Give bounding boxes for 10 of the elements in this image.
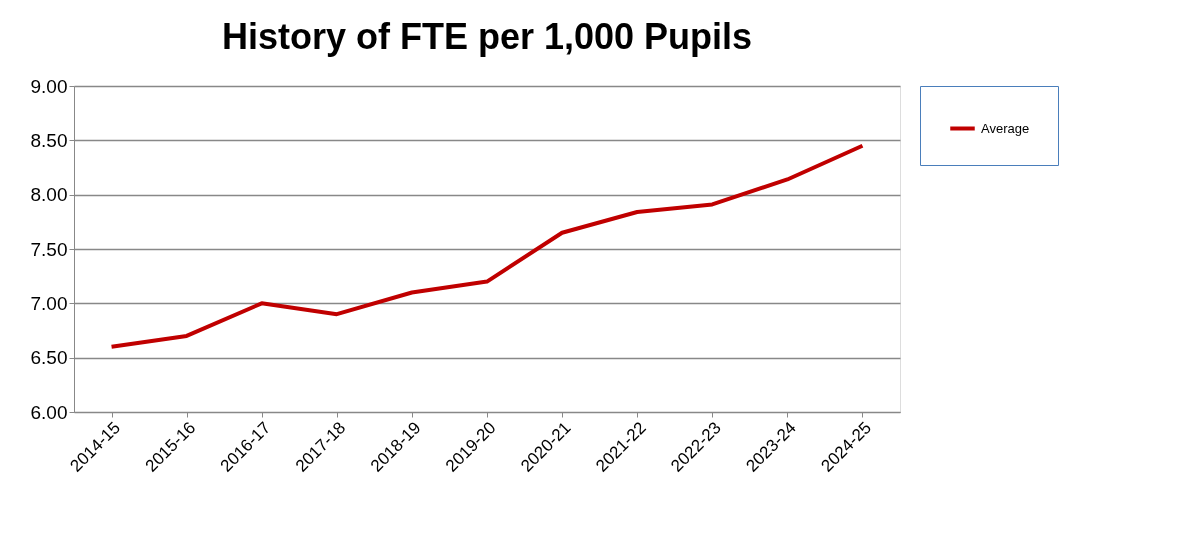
y-tick-label: 7.50 <box>30 238 68 260</box>
y-tick-label: 6.00 <box>30 401 68 423</box>
line-series <box>109 143 865 349</box>
y-tick-label: 9.00 <box>30 75 68 97</box>
y-tick-label: 8.50 <box>30 129 68 151</box>
y-tick-label: 6.50 <box>30 347 68 369</box>
chart-title: History of FTE per 1,000 Pupils <box>221 16 753 57</box>
y-tick-label: 8.00 <box>30 184 68 206</box>
legend-label: Average <box>981 120 1030 136</box>
y-tick-label: 7.00 <box>30 292 68 314</box>
